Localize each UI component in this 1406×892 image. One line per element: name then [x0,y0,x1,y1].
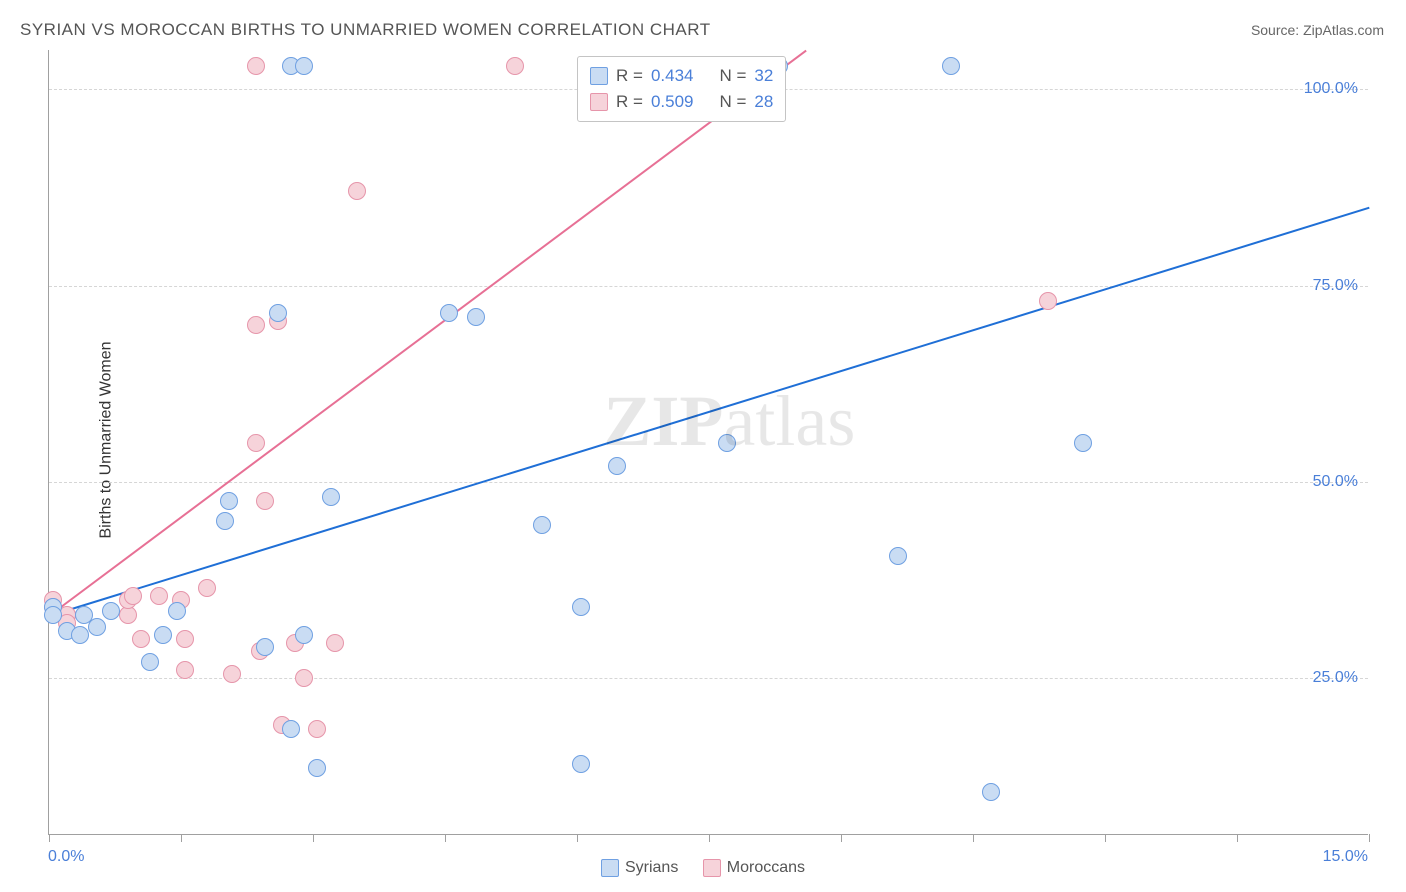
data-point-syrians [220,492,238,510]
legend-N-value: 32 [754,66,773,86]
chart-title: SYRIAN VS MOROCCAN BIRTHS TO UNMARRIED W… [20,20,711,40]
source-link[interactable]: ZipAtlas.com [1303,22,1384,38]
data-point-syrians [168,602,186,620]
legend-label-syrians: Syrians [625,859,678,877]
legend-N-value: 28 [754,92,773,112]
x-tick [841,834,842,842]
data-point-moroccans [119,606,137,624]
x-tick [709,834,710,842]
data-point-syrians [102,602,120,620]
legend-N-label: N = [719,92,746,112]
legend-R-label: R = [616,66,643,86]
x-tick [49,834,50,842]
data-point-moroccans [124,587,142,605]
data-point-moroccans [256,492,274,510]
legend-stats: R = 0.434 N = 32 R = 0.509 N = 28 [577,56,786,122]
y-tick-label: 100.0% [1304,80,1358,98]
plot-area: 25.0%50.0%75.0%100.0%ZIPatlasR =0.434N =… [48,50,1368,835]
data-point-syrians [216,512,234,530]
legend-N-label: N = [719,66,746,86]
data-point-syrians [889,547,907,565]
data-point-syrians [608,457,626,475]
data-point-moroccans [132,630,150,648]
x-tick [577,834,578,842]
data-point-syrians [533,516,551,534]
legend-item-syrians: Syrians [601,859,678,877]
data-point-syrians [256,638,274,656]
data-point-moroccans [1039,292,1057,310]
data-point-moroccans [247,57,265,75]
swatch [590,67,608,85]
legend-R-value: 0.434 [651,66,694,86]
data-point-syrians [295,57,313,75]
legend-bottom: Syrians Moroccans [0,859,1406,882]
data-point-syrians [154,626,172,644]
x-tick [1369,834,1370,842]
data-point-moroccans [198,579,216,597]
gridline [49,678,1368,679]
data-point-syrians [269,304,287,322]
data-point-syrians [295,626,313,644]
data-point-moroccans [247,316,265,334]
data-point-syrians [440,304,458,322]
swatch-syrians [601,859,619,877]
data-point-syrians [467,308,485,326]
legend-R-value: 0.509 [651,92,694,112]
data-point-moroccans [295,669,313,687]
regression-line [48,50,806,617]
data-point-syrians [572,598,590,616]
data-point-moroccans [176,661,194,679]
legend-label-moroccans: Moroccans [727,859,805,877]
x-tick [1237,834,1238,842]
x-tick [181,834,182,842]
data-point-moroccans [176,630,194,648]
gridline [49,482,1368,483]
legend-item-moroccans: Moroccans [703,859,805,877]
data-point-syrians [141,653,159,671]
data-point-moroccans [247,434,265,452]
data-point-syrians [322,488,340,506]
x-tick [445,834,446,842]
gridline [49,286,1368,287]
regression-line [49,207,1370,617]
source-attribution: Source: ZipAtlas.com [1251,22,1384,38]
y-tick-label: 75.0% [1313,277,1358,295]
data-point-syrians [308,759,326,777]
data-point-syrians [1074,434,1092,452]
swatch-moroccans [703,859,721,877]
data-point-syrians [71,626,89,644]
data-point-moroccans [308,720,326,738]
data-point-moroccans [348,182,366,200]
data-point-syrians [942,57,960,75]
swatch [590,93,608,111]
y-tick-label: 25.0% [1313,669,1358,687]
data-point-syrians [88,618,106,636]
data-point-syrians [718,434,736,452]
chart-container: SYRIAN VS MOROCCAN BIRTHS TO UNMARRIED W… [0,0,1406,892]
data-point-moroccans [326,634,344,652]
data-point-moroccans [506,57,524,75]
data-point-syrians [282,720,300,738]
data-point-syrians [572,755,590,773]
data-point-moroccans [223,665,241,683]
data-point-syrians [44,606,62,624]
data-point-syrians [982,783,1000,801]
y-tick-label: 50.0% [1313,473,1358,491]
x-tick [973,834,974,842]
x-tick [313,834,314,842]
source-prefix: Source: [1251,22,1303,38]
x-tick [1105,834,1106,842]
legend-R-label: R = [616,92,643,112]
data-point-moroccans [150,587,168,605]
